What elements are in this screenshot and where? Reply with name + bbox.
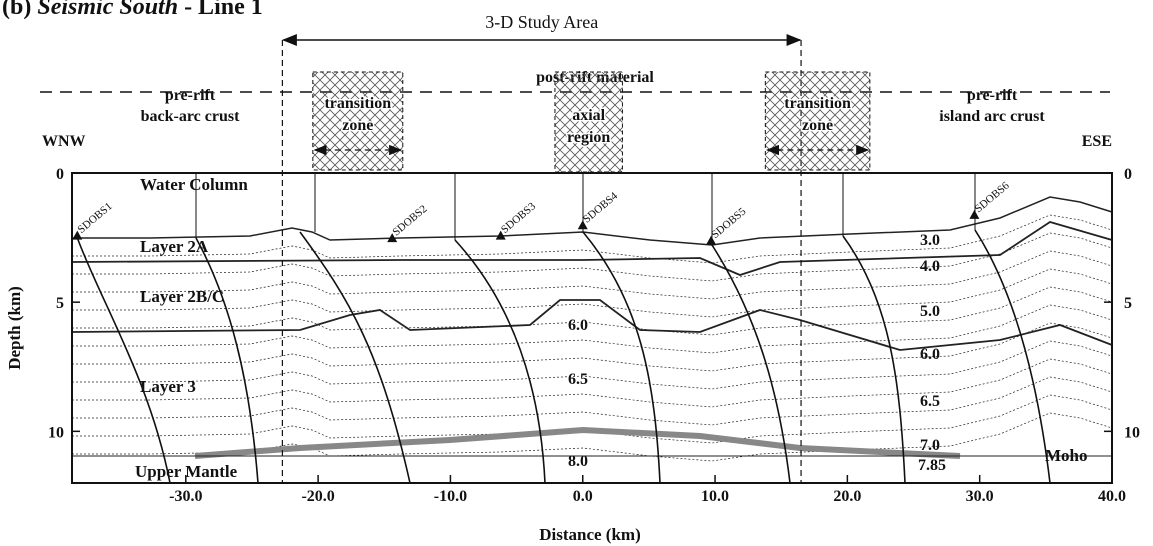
- layer-boundary: [71, 221, 1113, 276]
- y-tick-label: 5: [1124, 295, 1132, 312]
- contour: [72, 394, 1113, 444]
- station: [577, 220, 588, 230]
- x-tick-label: -30.0: [169, 488, 202, 505]
- y-tick-label: 10: [48, 424, 64, 441]
- contour: [72, 304, 1113, 354]
- study-area-label: 3-D Study Area: [485, 12, 598, 32]
- zone-label: axial: [572, 107, 605, 124]
- station-label: SDOBS5: [709, 205, 748, 241]
- pre-rift-label: island arc crust: [939, 108, 1045, 125]
- station: [706, 235, 717, 245]
- x-tick-label: 40.0: [1098, 488, 1126, 505]
- velocity-label: 8.0: [568, 453, 588, 470]
- title: (b) Seismic South - Line 1: [2, 0, 263, 20]
- y-tick-label: 10: [1124, 424, 1140, 441]
- layer-label: Water Column: [140, 175, 248, 194]
- y-tick-label: 0: [1124, 166, 1132, 183]
- x-tick-label: 20.0: [833, 488, 861, 505]
- zone-label: zone: [342, 117, 373, 134]
- contour: [72, 358, 1113, 408]
- pre-rift-label: pre-rift: [967, 87, 1018, 104]
- velocity-label: 4.0: [920, 258, 940, 275]
- ray-path: [76, 229, 1051, 484]
- x-tick-label: 0.0: [573, 488, 593, 505]
- header: post-rift material pre-rift back-arc cru…: [40, 69, 1112, 150]
- velocity-label: 6.5: [920, 393, 940, 410]
- x-tick-label: 30.0: [966, 488, 994, 505]
- y-tick-label: 5: [56, 295, 64, 312]
- y-tick-label: 0: [56, 166, 64, 183]
- x-tick-label: 10.0: [701, 488, 729, 505]
- layer-label: Layer 2B/C: [140, 287, 224, 306]
- direction-label: WNW: [42, 133, 86, 150]
- velocity-label: 6.0: [568, 317, 588, 334]
- contour: [72, 322, 1113, 372]
- layer-label: Layer 3: [140, 377, 196, 396]
- station: [969, 209, 980, 219]
- title-part: Seismic South: [37, 0, 178, 20]
- plot-frame: [71, 172, 1113, 484]
- contour: [72, 268, 1113, 318]
- velocity-label: 6.0: [920, 346, 940, 363]
- layer-boundary: [71, 299, 1113, 351]
- contour: [72, 376, 1113, 426]
- x-tick-label: -20.0: [301, 488, 334, 505]
- title-part: (b): [2, 0, 37, 20]
- contour: [72, 214, 1113, 264]
- station-label: SDOBS2: [390, 203, 429, 239]
- seafloor: [72, 196, 1113, 246]
- zone: [554, 71, 623, 173]
- layer-label: Layer 2A: [140, 237, 209, 256]
- velocity-label: 3.0: [920, 232, 940, 249]
- moho-band: [194, 426, 961, 459]
- station-label: SDOBS1: [76, 200, 115, 236]
- velocity-label: 5.0: [920, 303, 940, 320]
- zone-label: transition: [324, 95, 391, 112]
- station: [387, 233, 398, 243]
- zone-label: region: [567, 129, 610, 146]
- station-label: SDOBS3: [499, 200, 538, 236]
- station: [72, 230, 83, 240]
- velocity-label: 7.0: [920, 437, 940, 454]
- plot: Water Column Layer 2A Layer 2B/C Layer 3…: [71, 172, 1113, 484]
- contour: [72, 286, 1113, 336]
- direction-label: ESE: [1082, 133, 1112, 150]
- contour: [72, 412, 1113, 462]
- station-label: SDOBS6: [973, 179, 1012, 215]
- zone-label: zone: [802, 117, 833, 134]
- zone-label: transition: [784, 95, 851, 112]
- pre-rift-label: pre-rift: [165, 87, 216, 104]
- y-axis-label: Depth (km): [5, 286, 24, 370]
- velocity-label: 6.5: [568, 371, 588, 388]
- x-tick-label: -10.0: [434, 488, 467, 505]
- contour: [72, 340, 1113, 390]
- contour: [72, 250, 1113, 300]
- station-label: SDOBS4: [581, 190, 620, 226]
- pre-rift-label: back-arc crust: [141, 108, 240, 125]
- contour: [72, 232, 1113, 282]
- title-part: - Line 1: [178, 0, 263, 20]
- station: [495, 230, 506, 240]
- velocity-label: 7.85: [918, 457, 946, 474]
- x-axis-label: Distance (km): [539, 525, 641, 544]
- water-ray: [195, 173, 976, 245]
- layer-label: Upper Mantle: [135, 462, 238, 481]
- layer-label: Moho: [1045, 446, 1088, 465]
